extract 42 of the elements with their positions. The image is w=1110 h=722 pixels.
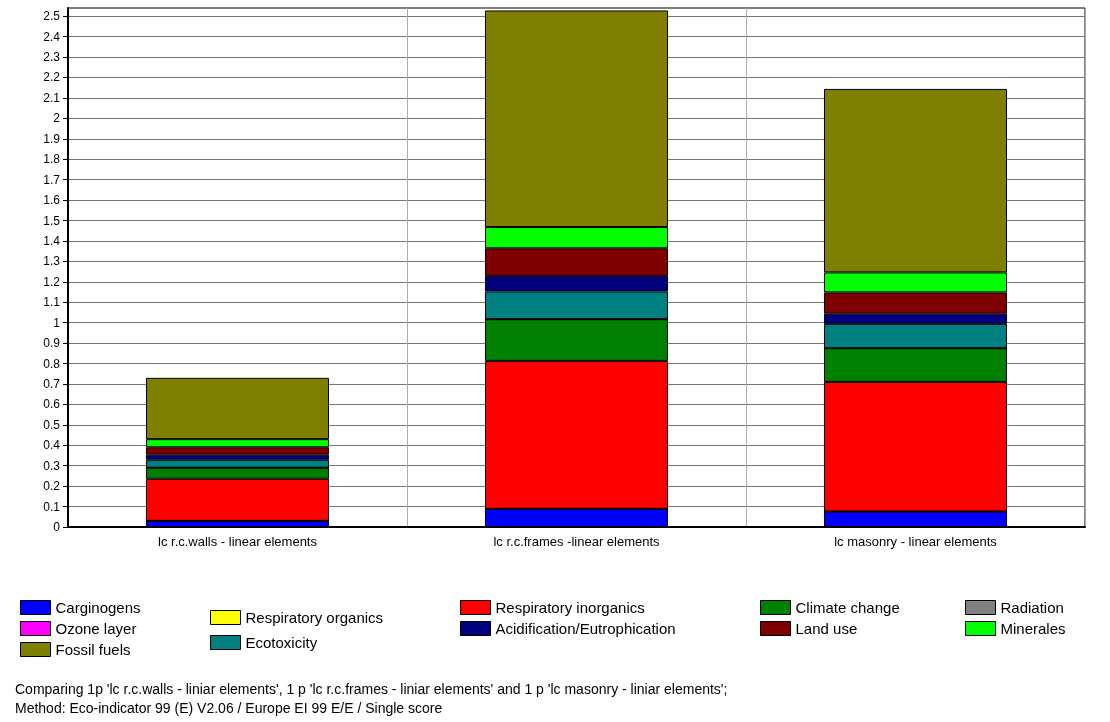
y-tick-label: 0.8 [43, 356, 61, 371]
y-tick-label: 1.3 [43, 254, 61, 269]
y-tick-label: 2.1 [43, 90, 61, 105]
y-tick-label: 1.5 [43, 213, 61, 228]
y-tick-label: 1 [53, 315, 61, 330]
legend-label: Ecotoxicity [245, 634, 318, 651]
y-tick-label: 2.2 [43, 70, 61, 85]
legend-label: Radiation [1000, 599, 1064, 616]
legend-label: Minerales [1000, 620, 1066, 637]
y-tick-label: 0 [53, 520, 61, 534]
y-tick-label: 2 [53, 111, 61, 126]
x-tick-label: lc r.c.walls - linear elements [158, 534, 318, 549]
y-tick-label: 1.1 [43, 295, 61, 310]
legend-label: Carginogens [55, 599, 141, 616]
y-tick-label: 0.6 [43, 397, 61, 412]
y-tick-label: 0.3 [43, 458, 61, 473]
y-tick-label: 0.1 [43, 499, 61, 514]
text: Comparing 1p 'lc r.c.walls - liniar elements', 1 p 'lc r.c.frames - liniar elements' and 1 p 'lc masonry - liniar elements'; [15, 681, 728, 697]
y-tick-label: 1.8 [43, 152, 61, 167]
y-tick-label: 0.5 [43, 417, 61, 432]
y-tick-label: 2.3 [43, 50, 61, 65]
y-tick-label: 1.6 [43, 193, 61, 208]
y-tick-label: 0.7 [43, 376, 61, 391]
y-tick-label: 0.2 [43, 479, 61, 494]
x-tick-label: lc masonry - linear elements [834, 534, 998, 549]
y-tick-label: 2.5 [43, 9, 61, 24]
y-tick-label: 1.7 [43, 172, 61, 187]
legend-label: Acidification/Eutrophication [495, 620, 676, 637]
x-tick-label: lc r.c.frames -linear elements [493, 534, 661, 549]
legend-label: Ozone layer [55, 620, 137, 637]
legend-label: Fossil fuels [55, 641, 131, 658]
legend-label: Land use [795, 620, 858, 637]
legend-label: Respiratory inorganics [495, 599, 645, 616]
legend-label: Climate change [795, 599, 900, 616]
text: Method: Eco-indicator 99 (E) V2.06 / Europe EI 99 E/E / Single score [15, 700, 443, 716]
y-tick-label: 2.4 [43, 29, 61, 44]
y-tick-label: 0.9 [43, 336, 61, 351]
y-tick-label: 1.9 [43, 131, 61, 146]
y-tick-label: 1.2 [43, 274, 61, 289]
legend-label: Respiratory organics [245, 609, 384, 626]
y-tick-label: 0.4 [43, 438, 61, 453]
y-tick-label: 1.4 [43, 233, 61, 248]
